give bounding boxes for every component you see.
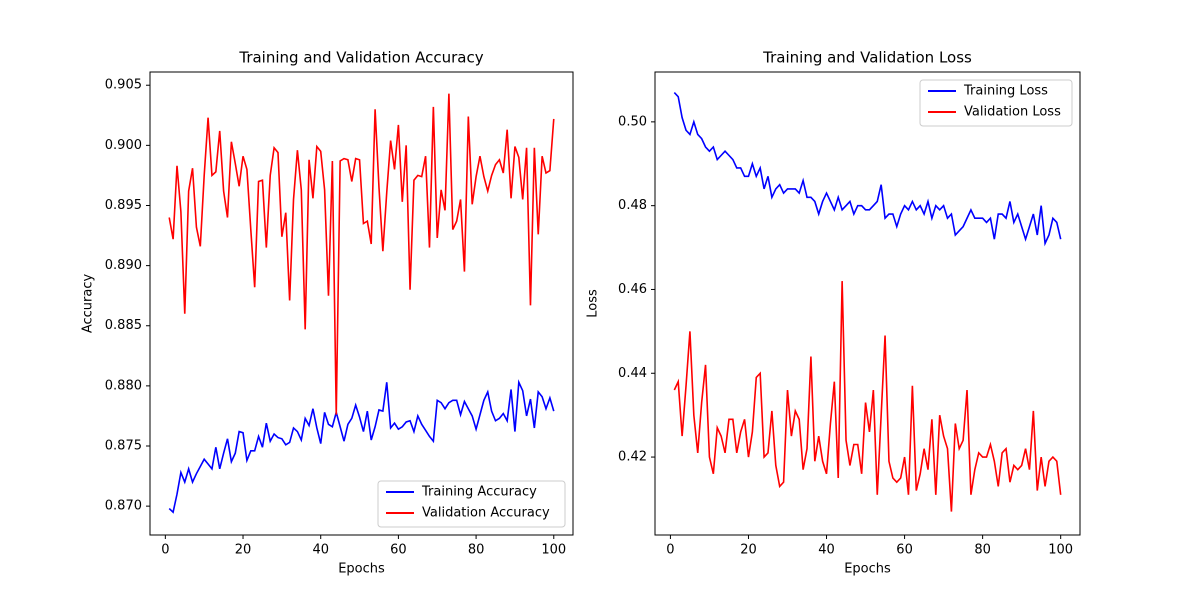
x-tick-label: 0	[666, 543, 674, 558]
axes-frame	[654, 71, 1081, 536]
y-tick-label: 0.50	[618, 114, 647, 129]
x-tick-label: 20	[740, 543, 757, 558]
x-axis-label: Epochs	[338, 562, 385, 577]
y-tick-label: 0.44	[618, 366, 647, 381]
y-tick-label: 0.48	[618, 198, 647, 213]
y-tick-label: 0.885	[105, 318, 142, 333]
legend-label: Training Loss	[963, 84, 1048, 99]
subplot: Training and Validation Loss Epochs Loss 0 2…	[586, 49, 1081, 577]
series-line	[168, 93, 555, 415]
legend-box	[377, 480, 566, 528]
y-tick-label: 0.890	[105, 258, 142, 273]
legend-box	[919, 79, 1073, 127]
subplot-title: Training and Validation Accuracy	[238, 49, 483, 67]
y-tick-label: 0.875	[105, 439, 142, 454]
axes-frame	[149, 71, 574, 536]
x-tick-label: 60	[390, 543, 407, 558]
x-axis-label: Epochs	[844, 562, 891, 577]
series-line	[673, 281, 1062, 512]
x-tick-label: 100	[541, 543, 566, 558]
x-tick-label: 40	[818, 543, 835, 558]
x-tick-label: 100	[1048, 543, 1073, 558]
y-tick-label: 0.42	[618, 450, 647, 465]
subplot-title: Training and Validation Loss	[762, 49, 972, 67]
legend: Training Accuracy Validation Accuracy	[377, 480, 566, 528]
y-tick-label: 0.870	[105, 499, 142, 514]
y-tick-label: 0.880	[105, 378, 142, 393]
y-tick-label: 0.895	[105, 198, 142, 213]
x-tick-label: 20	[235, 543, 252, 558]
y-axis-label: Loss	[586, 289, 601, 318]
x-tick-label: 60	[896, 543, 913, 558]
series-line	[168, 379, 555, 514]
y-tick-label: 0.905	[105, 78, 142, 93]
legend: Training Loss Validation Loss	[919, 79, 1073, 127]
x-tick-label: 80	[468, 543, 485, 558]
y-axis-label: Accuracy	[81, 274, 96, 334]
legend-label: Validation Accuracy	[422, 506, 550, 521]
y-tick-label: 0.46	[618, 282, 647, 297]
legend-label: Validation Loss	[964, 105, 1061, 120]
legend-label: Training Accuracy	[421, 485, 537, 500]
x-tick-label: 0	[161, 543, 169, 558]
x-tick-label: 80	[974, 543, 991, 558]
y-tick-label: 0.900	[105, 138, 142, 153]
x-tick-label: 40	[312, 543, 329, 558]
subplot: Training and Validation Accuracy Epochs Ac…	[81, 49, 574, 577]
series-line	[673, 91, 1062, 247]
